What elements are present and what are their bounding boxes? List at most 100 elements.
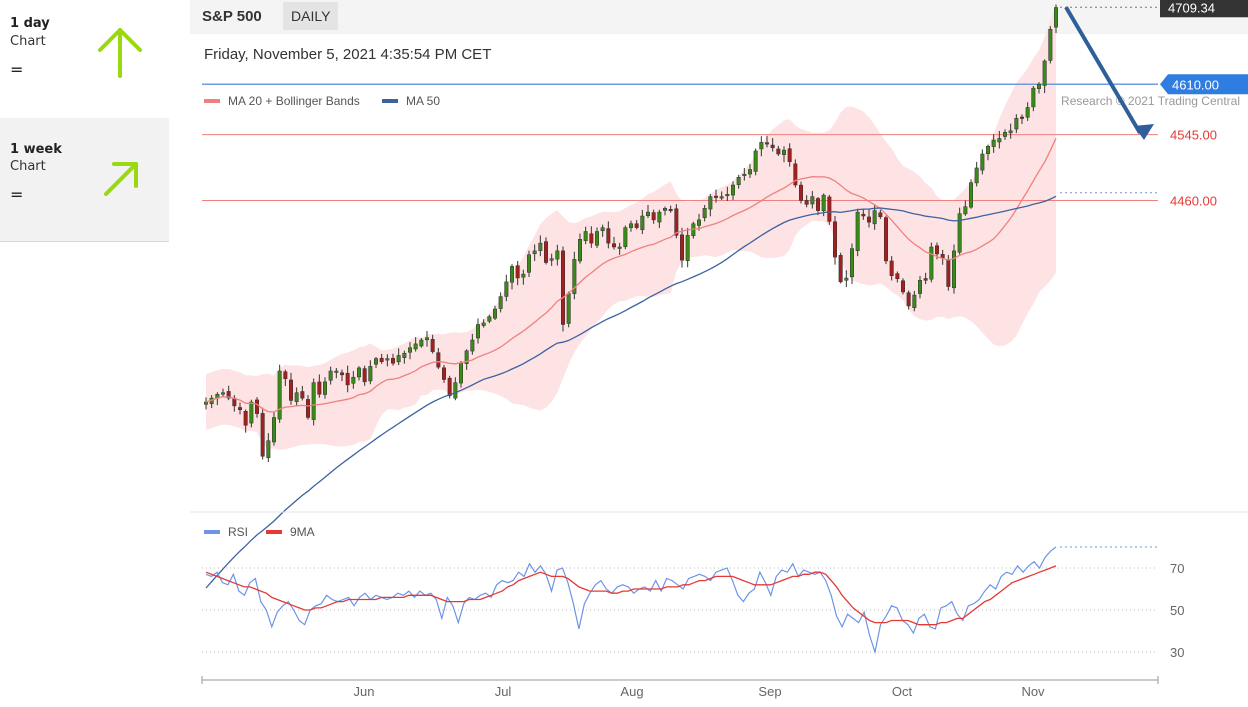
x-tick-label: Jul bbox=[495, 684, 512, 699]
candle-body bbox=[249, 401, 254, 424]
timestamp: Friday, November 5, 2021 4:35:54 PM CET bbox=[204, 46, 492, 63]
card-subtitle: Chart bbox=[10, 34, 46, 49]
legend-ma20: MA 20 + Bollinger Bands bbox=[204, 94, 360, 108]
candle-body bbox=[980, 153, 985, 171]
candle-body bbox=[685, 235, 690, 261]
candle-body bbox=[997, 138, 1002, 143]
candle-body bbox=[799, 184, 803, 201]
candle-body bbox=[867, 216, 871, 223]
candle-body bbox=[753, 150, 758, 172]
rsi-ma-legend-label: 9MA bbox=[290, 525, 315, 539]
candle-body bbox=[566, 293, 571, 324]
candle-body bbox=[1003, 132, 1007, 137]
ma20-line bbox=[205, 137, 1057, 413]
candle-body bbox=[991, 139, 996, 147]
candle-body bbox=[379, 357, 384, 362]
candle-body bbox=[974, 167, 979, 184]
candle-body bbox=[765, 142, 769, 145]
candle-body bbox=[906, 292, 911, 307]
legend-ma50: MA 50 bbox=[382, 94, 440, 108]
candle-body bbox=[946, 259, 951, 287]
sidebar-card-1-week[interactable]: 1 week Chart = bbox=[0, 118, 169, 242]
candle-body bbox=[719, 196, 724, 199]
candle-body bbox=[963, 206, 968, 215]
rsi-line bbox=[205, 546, 1057, 655]
candle-body bbox=[1031, 87, 1036, 108]
last-price-badge bbox=[1160, 0, 1248, 18]
candle-body bbox=[402, 352, 407, 358]
projection-arrow bbox=[1064, 6, 1142, 135]
legend-label: MA 20 + Bollinger Bands bbox=[228, 94, 360, 108]
candle-body bbox=[470, 339, 475, 352]
candle-body bbox=[300, 391, 305, 399]
candlesticks bbox=[204, 4, 1058, 463]
candle-body bbox=[357, 367, 361, 378]
candle-body bbox=[748, 169, 752, 175]
legend-swatch bbox=[204, 99, 220, 103]
candle-body bbox=[731, 184, 735, 196]
rsi-tick-label: 50 bbox=[1170, 603, 1184, 618]
candle-body bbox=[294, 392, 299, 402]
candle-body bbox=[487, 316, 492, 322]
candle-body bbox=[345, 372, 350, 386]
candle-body bbox=[702, 208, 707, 218]
candle-body bbox=[940, 254, 945, 259]
candle-body bbox=[708, 196, 713, 210]
candle-body bbox=[328, 370, 333, 381]
candle-body bbox=[442, 367, 446, 380]
candle-body bbox=[872, 210, 877, 225]
candle-body bbox=[595, 231, 599, 246]
candle-body bbox=[351, 376, 356, 384]
candle-body bbox=[425, 337, 429, 341]
candle-body bbox=[317, 381, 322, 395]
candle-body bbox=[1048, 28, 1053, 61]
trend-indicator: = bbox=[10, 60, 24, 79]
candle-body bbox=[515, 265, 520, 279]
candle-body bbox=[923, 278, 928, 281]
arrow-up-icon bbox=[98, 28, 142, 78]
candle-body bbox=[436, 352, 441, 368]
candle-body bbox=[532, 250, 537, 255]
candle-body bbox=[430, 339, 435, 352]
sidebar-card-1-day[interactable]: 1 day Chart = bbox=[0, 0, 169, 124]
candle-body bbox=[844, 277, 849, 281]
moving-averages bbox=[205, 6, 1154, 589]
candle-body bbox=[459, 363, 463, 384]
candle-body bbox=[1014, 118, 1019, 130]
candle-body bbox=[952, 250, 956, 289]
candle-body bbox=[918, 280, 922, 294]
candle-body bbox=[204, 401, 208, 405]
candle-body bbox=[493, 308, 497, 319]
candle-body bbox=[266, 440, 271, 459]
candle-body bbox=[600, 227, 605, 232]
candle-body bbox=[419, 339, 424, 347]
candle-body bbox=[855, 211, 860, 252]
candle-body bbox=[578, 239, 582, 262]
candle-body bbox=[549, 258, 554, 261]
candle-body bbox=[255, 399, 259, 414]
candle-body bbox=[1025, 107, 1030, 118]
rsi-legend-label: RSI bbox=[228, 525, 248, 539]
candle-body bbox=[362, 368, 367, 383]
candle-body bbox=[408, 347, 412, 353]
ma50-line bbox=[205, 195, 1057, 589]
candle-body bbox=[969, 182, 973, 208]
candle-body bbox=[821, 194, 826, 212]
candle-body bbox=[464, 350, 469, 364]
period-badge[interactable]: DAILY bbox=[283, 2, 339, 30]
candle-body bbox=[334, 370, 339, 373]
x-tick-label: Sep bbox=[758, 684, 781, 699]
candle-body bbox=[453, 382, 458, 399]
support-label: 4545.00 bbox=[1170, 128, 1217, 143]
projection-arrow-head bbox=[1134, 124, 1154, 140]
candle-body bbox=[498, 296, 503, 309]
candle-body bbox=[640, 215, 645, 230]
candle-body bbox=[481, 322, 486, 326]
candle-body bbox=[289, 379, 293, 401]
candle-body bbox=[238, 407, 242, 410]
x-tick-label: Nov bbox=[1021, 684, 1045, 699]
legend-swatch bbox=[382, 99, 398, 103]
candle-body bbox=[736, 177, 741, 185]
rsi-legend-swatch bbox=[204, 530, 220, 534]
candle-body bbox=[634, 223, 639, 228]
